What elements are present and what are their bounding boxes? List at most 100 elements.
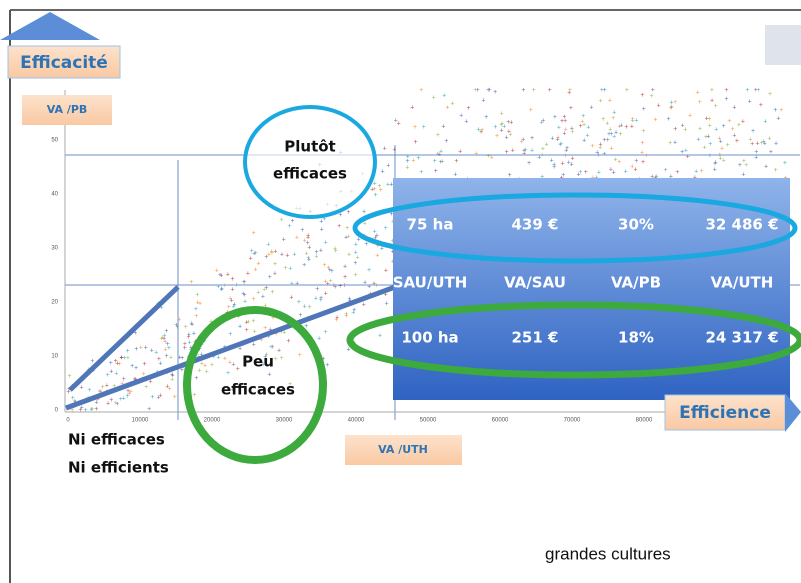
x-title-box [664,394,786,431]
table: 75 ha 439 € 30% 32 486 € SAU/UTH VA/SAU VA/PB V… [393,216,779,347]
scatter-dot: + [329,278,333,285]
scatter-dot: + [640,149,644,156]
scatter-dot: + [374,192,378,199]
scatter-dot: + [274,356,278,363]
y-tick-label: 20 [51,300,58,306]
scatter-dot: + [681,122,685,129]
scatter-dot: + [434,168,438,175]
scatter-dot: + [241,279,245,286]
scatter-dot: + [80,404,84,411]
scatter-dot: + [252,296,256,303]
scatter-dot: + [335,315,339,322]
scatter-dot: + [578,169,582,176]
scatter-dot: + [612,170,616,177]
scatter-dot: + [183,341,187,348]
scatter-dot: + [319,295,323,302]
scatter-dot: + [189,279,193,286]
scatter-dot: + [256,261,260,268]
scatter-dot: + [713,159,717,166]
scatter-dot: + [640,92,644,99]
scatter-dot: + [346,233,350,240]
scatter-dot: + [343,264,347,271]
scatter-dot: + [268,326,272,333]
scatter-dot: + [307,244,311,251]
scatter-dot: + [673,140,677,147]
scatter-dot: + [83,407,87,414]
scatter-dot: + [263,302,267,309]
scatter-dot: + [188,339,192,346]
scatter-dot: + [187,331,191,338]
scatter-dot: + [364,241,368,248]
scatter-dot: + [540,152,544,159]
scatter-dot: + [334,317,338,324]
scatter-dot: + [527,160,531,167]
scatter-dot: + [112,383,116,390]
scatter-dot: + [147,406,151,413]
scatter-dot: + [304,250,308,257]
scatter-dot: + [95,400,99,407]
scatter-dot: + [252,342,256,349]
scatter-dot: + [714,127,718,134]
scatter-dot: + [133,330,137,337]
scatter-dot: + [411,157,415,164]
scatter-dot: + [436,132,440,139]
scatter-dot: + [521,137,525,144]
scatter-dot: + [323,329,327,336]
scatter-dot: + [216,283,220,290]
arrow-right [785,393,801,432]
scatter-dot: + [220,285,224,292]
scatter-dot: + [550,157,554,164]
scatter-dot: + [694,168,698,175]
scatter-dot: + [663,167,667,174]
scatter-dot: + [675,169,679,176]
y-label-box [22,95,112,125]
scatter-dot: + [738,162,742,169]
scatter-dot: + [274,331,278,338]
scatter-dot: + [158,392,162,399]
scatter-dot: + [581,113,585,120]
scatter-dot: + [345,225,349,232]
scatter-dot: + [119,355,123,362]
scatter-dot: + [377,183,381,190]
scatter-dot: + [90,358,94,365]
scatter-dot: + [109,360,113,367]
scatter-dot: + [117,361,121,368]
scatter-dot: + [540,120,544,127]
scatter-dot: + [268,274,272,281]
scatter-dot: + [254,250,258,257]
y-tick-label: 40 [51,192,58,198]
scatter-dot: + [219,272,223,279]
scatter-dot: + [306,255,310,262]
scatter-dot: + [384,225,388,232]
table-cell: VA/PB [611,274,661,292]
table-cell: VA/UTH [711,274,774,292]
scatter-dot: + [354,249,358,256]
scatter-dot: + [293,251,297,258]
scatter-dot: + [422,124,426,131]
scatter-dot: + [541,117,545,124]
scatter-dot: + [552,164,556,171]
scatter-dot: + [291,218,295,225]
scatter-dot: + [126,388,130,395]
zone-circle [243,105,377,219]
scatter-dot: + [561,160,565,167]
scatter-dot: + [288,381,292,388]
scatter-dot: + [194,375,198,382]
scatter-dot: + [521,87,525,94]
scatter-dot: + [763,119,767,126]
scatter-dot: + [285,252,289,259]
scatter-dot: + [226,370,230,377]
scatter-dot: + [564,147,568,154]
scatter-dot: + [180,355,184,362]
scatter-dot: + [230,286,234,293]
scatter-dot: + [168,386,172,393]
scatter-dot: + [724,87,728,94]
scatter-dot: + [183,345,187,352]
scatter-dot: + [614,130,618,137]
scatter-dot: + [264,285,268,292]
scatter-dot: + [373,235,377,242]
scatter-dot: + [192,392,196,399]
scatter-dot: + [308,304,312,311]
scatter-dot: + [541,146,545,153]
scatter-dot: + [405,164,409,171]
